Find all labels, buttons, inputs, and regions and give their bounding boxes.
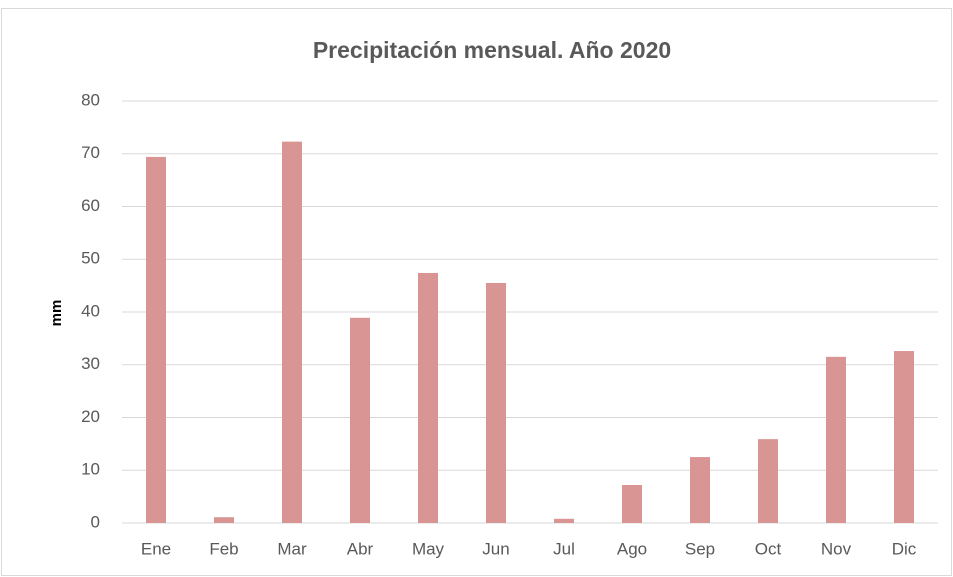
bar bbox=[486, 282, 506, 523]
x-tick-label: Dic bbox=[892, 539, 917, 558]
y-tick-label: 20 bbox=[81, 407, 100, 426]
bar bbox=[554, 518, 574, 523]
y-tick-label: 60 bbox=[81, 196, 100, 215]
x-tick-label: Feb bbox=[209, 539, 238, 558]
x-tick-label: Mar bbox=[277, 539, 307, 558]
x-tick-label: Oct bbox=[755, 539, 782, 558]
bar bbox=[894, 351, 914, 523]
bar bbox=[146, 156, 166, 524]
bar bbox=[826, 356, 846, 523]
bar bbox=[622, 485, 642, 523]
x-tick-label: Jun bbox=[482, 539, 509, 558]
x-tick-label: Sep bbox=[685, 539, 715, 558]
chart-frame bbox=[1, 8, 952, 576]
x-tick-label: Nov bbox=[821, 539, 852, 558]
x-tick-label: May bbox=[412, 539, 445, 558]
bar bbox=[350, 317, 370, 523]
y-tick-label: 30 bbox=[81, 354, 100, 373]
chart-title: Precipitación mensual. Año 2020 bbox=[313, 37, 671, 63]
x-tick-label: Jul bbox=[553, 539, 575, 558]
y-tick-label: 80 bbox=[81, 90, 100, 109]
bar bbox=[690, 457, 710, 523]
y-tick-label: 10 bbox=[81, 460, 100, 479]
y-tick-label: 70 bbox=[81, 143, 100, 162]
x-tick-label: Ene bbox=[141, 539, 171, 558]
y-tick-label: 0 bbox=[91, 512, 100, 531]
y-tick-label: 50 bbox=[81, 249, 100, 268]
x-tick-label: Abr bbox=[347, 539, 374, 558]
y-tick-label: 40 bbox=[81, 301, 100, 320]
bar bbox=[214, 517, 234, 523]
x-tick-label: Ago bbox=[617, 539, 647, 558]
y-axis-label: mm bbox=[48, 300, 65, 327]
bar bbox=[418, 272, 438, 523]
bar bbox=[282, 141, 302, 523]
bar bbox=[758, 439, 778, 523]
